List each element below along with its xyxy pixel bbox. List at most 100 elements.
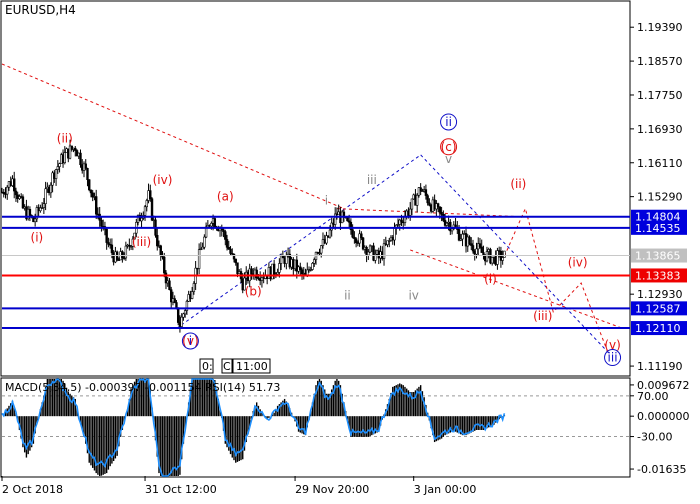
candle-body bbox=[176, 307, 180, 323]
candle-body bbox=[257, 277, 260, 280]
candle-body bbox=[410, 198, 414, 210]
time-tick-label: 31 Oct 12:00 bbox=[145, 483, 217, 496]
candle-body bbox=[361, 237, 365, 250]
indicator-tick-label: 0.000000 bbox=[637, 410, 690, 423]
candle-body bbox=[367, 251, 370, 256]
candle-body bbox=[117, 259, 121, 261]
candle-body bbox=[168, 280, 171, 290]
wave-labels-layer: (i)(ii)(iii)(iv)(v)i(a)(b)iiiiiiivv(c)ii… bbox=[31, 113, 622, 367]
price-tick-label: 1.15290 bbox=[637, 191, 683, 204]
price-tick-label: 1.16930 bbox=[637, 123, 683, 136]
candle-body bbox=[100, 219, 103, 227]
candle-body bbox=[105, 228, 108, 243]
candle-body bbox=[470, 243, 473, 246]
level-tag bbox=[631, 301, 687, 316]
candle-body bbox=[173, 298, 176, 303]
wave-label: (b) bbox=[245, 284, 262, 298]
indicator-tick-label: 70.00 bbox=[637, 390, 669, 403]
candle-body bbox=[400, 219, 403, 223]
candle-body bbox=[210, 223, 213, 227]
price-tick-label: 1.18570 bbox=[637, 55, 683, 68]
candle-body bbox=[128, 244, 131, 247]
candle-body bbox=[145, 200, 148, 208]
candle-body bbox=[84, 163, 87, 169]
wave-guides-layer bbox=[1, 63, 624, 356]
candle-body bbox=[445, 222, 449, 226]
candle-body bbox=[124, 245, 128, 259]
candle-body bbox=[461, 233, 464, 240]
time-box[interactable]: 0: C 11:00 bbox=[199, 358, 271, 374]
candle-body bbox=[311, 263, 314, 270]
candle-body bbox=[386, 240, 389, 245]
candle-body bbox=[471, 245, 475, 252]
candle-body bbox=[333, 213, 337, 225]
wave-label: (ii) bbox=[510, 177, 526, 191]
candle-body bbox=[74, 147, 77, 151]
wave-label: i bbox=[189, 334, 192, 348]
candle-body bbox=[272, 263, 276, 275]
candle-body bbox=[320, 245, 323, 254]
wave-label: (i) bbox=[484, 272, 497, 286]
candle-body bbox=[450, 228, 454, 232]
candle-body bbox=[201, 246, 204, 250]
wave-label: (iii) bbox=[533, 309, 552, 323]
candle-body bbox=[182, 313, 185, 318]
candle-body bbox=[70, 145, 73, 150]
price-tick-label: 1.16110 bbox=[637, 157, 683, 170]
candle-body bbox=[213, 218, 217, 228]
wave-label: (v) bbox=[182, 334, 198, 348]
time-tick-label: 3 Jan 00:00 bbox=[414, 483, 477, 496]
candle-body bbox=[278, 263, 281, 273]
wave-label: iii bbox=[367, 173, 377, 187]
candle-body bbox=[199, 248, 203, 251]
candle-body bbox=[417, 187, 421, 196]
candle-body bbox=[372, 245, 375, 261]
candle-body bbox=[354, 238, 358, 243]
candle-body bbox=[285, 255, 288, 264]
candle-body bbox=[121, 251, 124, 259]
candle-body bbox=[42, 203, 46, 208]
level-tag-label: 1.13383 bbox=[635, 269, 681, 282]
candle-body bbox=[39, 207, 42, 212]
candle-body bbox=[150, 198, 154, 221]
wave-circle bbox=[604, 349, 622, 367]
candle-body bbox=[54, 169, 58, 179]
price-tick-label: 1.19390 bbox=[637, 21, 683, 34]
wave-label: (ii) bbox=[57, 132, 73, 146]
candle-body bbox=[421, 190, 424, 192]
candle-body bbox=[44, 188, 47, 204]
candle-body bbox=[243, 277, 246, 291]
candle-body bbox=[316, 251, 319, 254]
wave-label: (iv) bbox=[153, 173, 173, 187]
indicator-tick-label: -0.01635 bbox=[637, 463, 686, 476]
candle-body bbox=[347, 220, 351, 223]
candle-body bbox=[408, 208, 412, 216]
candle-body bbox=[131, 238, 135, 247]
candle-body bbox=[503, 250, 506, 258]
wave-label: (iii) bbox=[132, 235, 151, 249]
candle-body bbox=[33, 218, 37, 223]
candle-body bbox=[325, 235, 328, 244]
candle-body bbox=[21, 196, 25, 209]
candle-body bbox=[276, 272, 279, 275]
candle-body bbox=[300, 269, 304, 275]
level-tag bbox=[631, 248, 687, 263]
main-plot-frame bbox=[0, 0, 631, 377]
candle-body bbox=[449, 221, 452, 232]
candle-body bbox=[388, 240, 391, 242]
candle-body bbox=[110, 244, 114, 254]
candle-body bbox=[164, 272, 168, 284]
candle-body bbox=[6, 186, 9, 195]
candle-body bbox=[159, 245, 162, 256]
candle-body bbox=[192, 283, 196, 292]
candle-body bbox=[143, 206, 147, 216]
time-box-b: C bbox=[223, 360, 231, 373]
candle-body bbox=[459, 238, 462, 241]
time-box-c-bg bbox=[232, 358, 271, 374]
candle-body bbox=[457, 229, 461, 241]
wave-label: (v) bbox=[604, 338, 620, 352]
candle-body bbox=[415, 194, 419, 206]
candle-body bbox=[318, 252, 321, 255]
candle-body bbox=[232, 253, 236, 260]
